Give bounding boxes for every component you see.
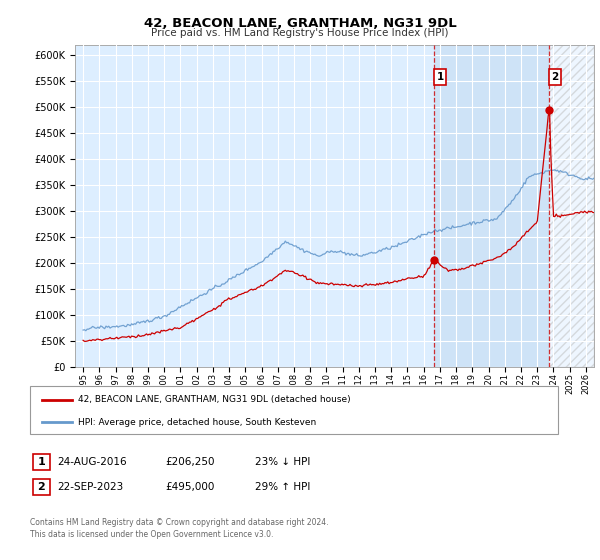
Text: 24-AUG-2016: 24-AUG-2016: [57, 457, 127, 467]
Bar: [434, 45, 549, 367]
Text: 23% ↓ HPI: 23% ↓ HPI: [255, 457, 310, 467]
Text: 2: 2: [551, 72, 559, 82]
Text: 1: 1: [38, 457, 45, 467]
Text: 1: 1: [436, 72, 443, 82]
Text: HPI: Average price, detached house, South Kesteven: HPI: Average price, detached house, Sout…: [78, 418, 316, 427]
Text: £206,250: £206,250: [165, 457, 215, 467]
Text: Price paid vs. HM Land Registry's House Price Index (HPI): Price paid vs. HM Land Registry's House …: [151, 28, 449, 38]
Text: 42, BEACON LANE, GRANTHAM, NG31 9DL: 42, BEACON LANE, GRANTHAM, NG31 9DL: [143, 17, 457, 30]
Bar: [549, 45, 594, 367]
Text: 22-SEP-2023: 22-SEP-2023: [57, 482, 123, 492]
Text: £495,000: £495,000: [165, 482, 214, 492]
Text: Contains HM Land Registry data © Crown copyright and database right 2024.
This d: Contains HM Land Registry data © Crown c…: [30, 518, 329, 539]
Bar: [549, 45, 594, 367]
Text: 2: 2: [38, 482, 45, 492]
Text: 42, BEACON LANE, GRANTHAM, NG31 9DL (detached house): 42, BEACON LANE, GRANTHAM, NG31 9DL (det…: [78, 395, 350, 404]
Text: 29% ↑ HPI: 29% ↑ HPI: [255, 482, 310, 492]
